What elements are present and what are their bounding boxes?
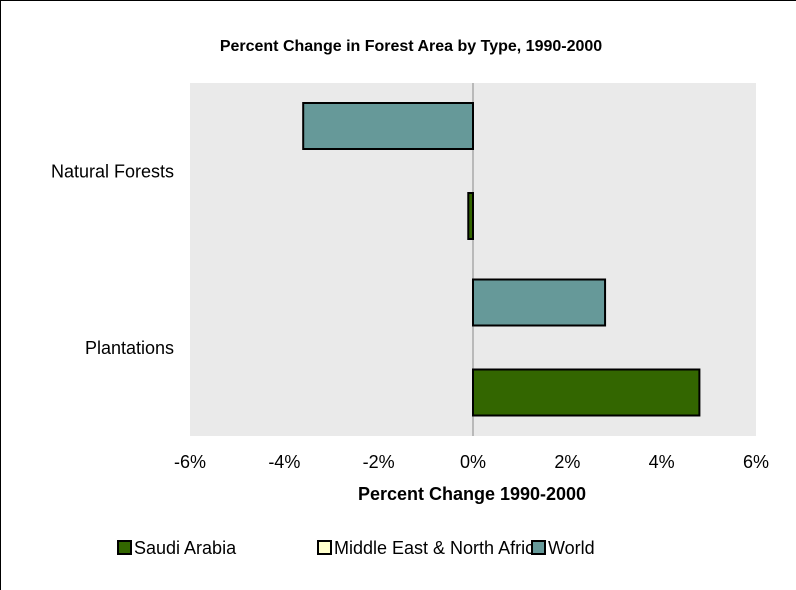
legend-label: World (548, 538, 595, 558)
bar-saudi-arabia-plantations (472, 368, 701, 417)
x-tick-label: 0% (460, 452, 486, 472)
x-tick-label: -4% (268, 452, 300, 472)
category-label: Natural Forests (51, 161, 174, 181)
legend-item: Middle East & North Africa (317, 538, 545, 558)
legend-swatch (317, 540, 332, 555)
legend-swatch (531, 540, 546, 555)
legend-item: World (531, 538, 595, 558)
bar-world-plantations (472, 278, 607, 327)
category-label: Plantations (85, 338, 174, 358)
legend-label: Saudi Arabia (134, 538, 237, 558)
legend: Saudi Arabia Middle East & North Africa Wo… (117, 538, 595, 558)
legend-swatch (117, 540, 132, 555)
bar-world-natural-forests (302, 102, 475, 150)
legend-label: Middle East & North Africa (334, 538, 545, 558)
x-tick-label: 4% (649, 452, 675, 472)
bar-saudi-arabia-natural-forests (467, 192, 474, 240)
x-tick-label: 2% (554, 452, 580, 472)
x-tick-label: -2% (363, 452, 395, 472)
x-axis-title: Percent Change 1990-2000 (358, 484, 586, 504)
category-labels: Natural Forests Plantations (51, 161, 174, 358)
x-tick-labels: -6% -4% -2% 0% 2% 4% 6% (174, 452, 769, 472)
bars-layer (302, 83, 701, 436)
chart-title: Percent Change in Forest Area by Type, 1… (220, 38, 602, 55)
x-tick-label: 6% (743, 452, 769, 472)
x-tick-label: -6% (174, 452, 206, 472)
legend-item: Saudi Arabia (117, 538, 237, 558)
